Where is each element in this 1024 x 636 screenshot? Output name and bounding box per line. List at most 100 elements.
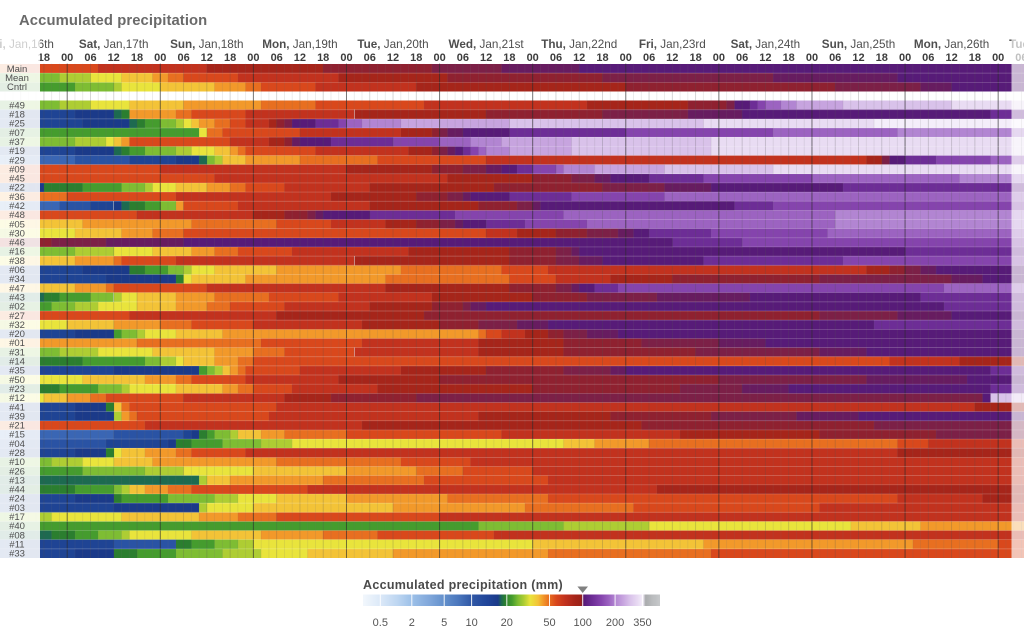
svg-text:#08: #08	[9, 530, 25, 541]
svg-text:00: 00	[340, 52, 352, 64]
svg-text:#14: #14	[9, 357, 25, 368]
svg-text:18: 18	[410, 52, 422, 64]
svg-text:#21: #21	[9, 421, 25, 432]
svg-text:#49: #49	[9, 100, 25, 111]
svg-text:12: 12	[480, 52, 492, 64]
svg-text:50: 50	[543, 617, 555, 629]
svg-text:18: 18	[783, 52, 795, 64]
svg-text:Fri, Jan,23rd: Fri, Jan,23rd	[639, 38, 706, 51]
svg-text:06: 06	[643, 52, 655, 64]
svg-text:#42: #42	[9, 201, 25, 212]
svg-text:12: 12	[759, 52, 771, 64]
svg-text:12: 12	[294, 52, 306, 64]
svg-text:Main: Main	[7, 64, 28, 75]
svg-text:#13: #13	[9, 475, 25, 486]
svg-text:#22: #22	[9, 183, 25, 194]
svg-text:0.5: 0.5	[373, 617, 388, 629]
svg-text:12: 12	[108, 52, 120, 64]
svg-text:#04: #04	[9, 439, 25, 450]
svg-text:#37: #37	[9, 137, 25, 148]
svg-text:Thu, Jan,22nd: Thu, Jan,22nd	[541, 38, 617, 51]
svg-text:#39: #39	[9, 411, 25, 422]
svg-text:#24: #24	[9, 494, 25, 505]
svg-text:#34: #34	[9, 274, 25, 285]
svg-text:#09: #09	[9, 164, 25, 175]
svg-text:00: 00	[433, 52, 445, 64]
svg-text:#10: #10	[9, 457, 25, 468]
svg-text:20: 20	[501, 617, 513, 629]
svg-text:18: 18	[876, 52, 888, 64]
svg-text:12: 12	[573, 52, 585, 64]
svg-text:18: 18	[689, 52, 701, 64]
svg-text:00: 00	[620, 52, 632, 64]
svg-text:06: 06	[922, 52, 934, 64]
svg-text:#46: #46	[9, 238, 25, 249]
svg-text:00: 00	[992, 52, 1004, 64]
svg-text:#23: #23	[9, 384, 25, 395]
svg-text:06: 06	[84, 52, 96, 64]
svg-text:#12: #12	[9, 393, 25, 404]
svg-text:12: 12	[666, 52, 678, 64]
svg-text:#18: #18	[9, 110, 25, 121]
svg-text:5: 5	[441, 617, 447, 629]
svg-text:Mon, Jan,26th: Mon, Jan,26th	[914, 38, 989, 51]
svg-text:Sun, Jan,18th: Sun, Jan,18th	[170, 38, 243, 51]
svg-text:#05: #05	[9, 219, 25, 230]
svg-text:#43: #43	[9, 292, 25, 303]
svg-text:12: 12	[387, 52, 399, 64]
svg-text:#17: #17	[9, 512, 25, 523]
svg-text:2: 2	[409, 617, 415, 629]
svg-text:#01: #01	[9, 338, 25, 349]
svg-text:10: 10	[465, 617, 477, 629]
svg-text:00: 00	[61, 52, 73, 64]
svg-text:00: 00	[806, 52, 818, 64]
svg-text:06: 06	[829, 52, 841, 64]
svg-text:#19: #19	[9, 146, 25, 157]
svg-text:#50: #50	[9, 375, 25, 386]
svg-text:#28: #28	[9, 448, 25, 459]
svg-text:18: 18	[969, 52, 981, 64]
svg-text:#16: #16	[9, 247, 25, 258]
svg-text:#47: #47	[9, 283, 25, 294]
svg-text:#41: #41	[9, 402, 25, 413]
svg-text:#38: #38	[9, 256, 25, 267]
svg-text:#33: #33	[9, 549, 25, 560]
svg-text:12: 12	[945, 52, 957, 64]
svg-text:#44: #44	[9, 485, 25, 496]
svg-text:18: 18	[503, 52, 515, 64]
svg-text:Tue, Jan,20th: Tue, Jan,20th	[357, 38, 428, 51]
svg-text:#36: #36	[9, 192, 25, 203]
svg-text:Sat, Jan,17th: Sat, Jan,17th	[79, 38, 149, 51]
svg-text:00: 00	[247, 52, 259, 64]
svg-text:Accumulated precipitation (mm): Accumulated precipitation (mm)	[363, 578, 563, 592]
svg-text:Sun, Jan,25th: Sun, Jan,25th	[822, 38, 895, 51]
svg-text:#11: #11	[9, 539, 24, 550]
svg-text:06: 06	[550, 52, 562, 64]
svg-text:Mon, Jan,19th: Mon, Jan,19th	[262, 38, 337, 51]
svg-text:#32: #32	[9, 320, 25, 331]
svg-text:100: 100	[574, 617, 592, 629]
svg-text:#31: #31	[9, 347, 25, 358]
svg-text:#35: #35	[9, 366, 25, 377]
svg-text:#07: #07	[9, 128, 25, 139]
svg-text:#25: #25	[9, 119, 25, 130]
svg-text:06: 06	[736, 52, 748, 64]
svg-text:#20: #20	[9, 329, 25, 340]
svg-text:#45: #45	[9, 174, 25, 185]
svg-text:200: 200	[606, 617, 624, 629]
svg-text:#26: #26	[9, 466, 25, 477]
svg-text:#02: #02	[9, 302, 25, 313]
svg-text:00: 00	[154, 52, 166, 64]
svg-text:#15: #15	[9, 430, 25, 441]
svg-text:Cntrl: Cntrl	[7, 82, 27, 93]
svg-text:18: 18	[38, 52, 50, 64]
svg-text:#29: #29	[9, 155, 25, 166]
svg-text:06: 06	[457, 52, 469, 64]
svg-text:18: 18	[596, 52, 608, 64]
svg-text:06: 06	[271, 52, 283, 64]
svg-text:Mean: Mean	[5, 73, 29, 84]
svg-text:00: 00	[713, 52, 725, 64]
svg-text:06: 06	[177, 52, 189, 64]
svg-text:Accumulated precipitation: Accumulated precipitation	[19, 13, 207, 29]
svg-text:06: 06	[364, 52, 376, 64]
